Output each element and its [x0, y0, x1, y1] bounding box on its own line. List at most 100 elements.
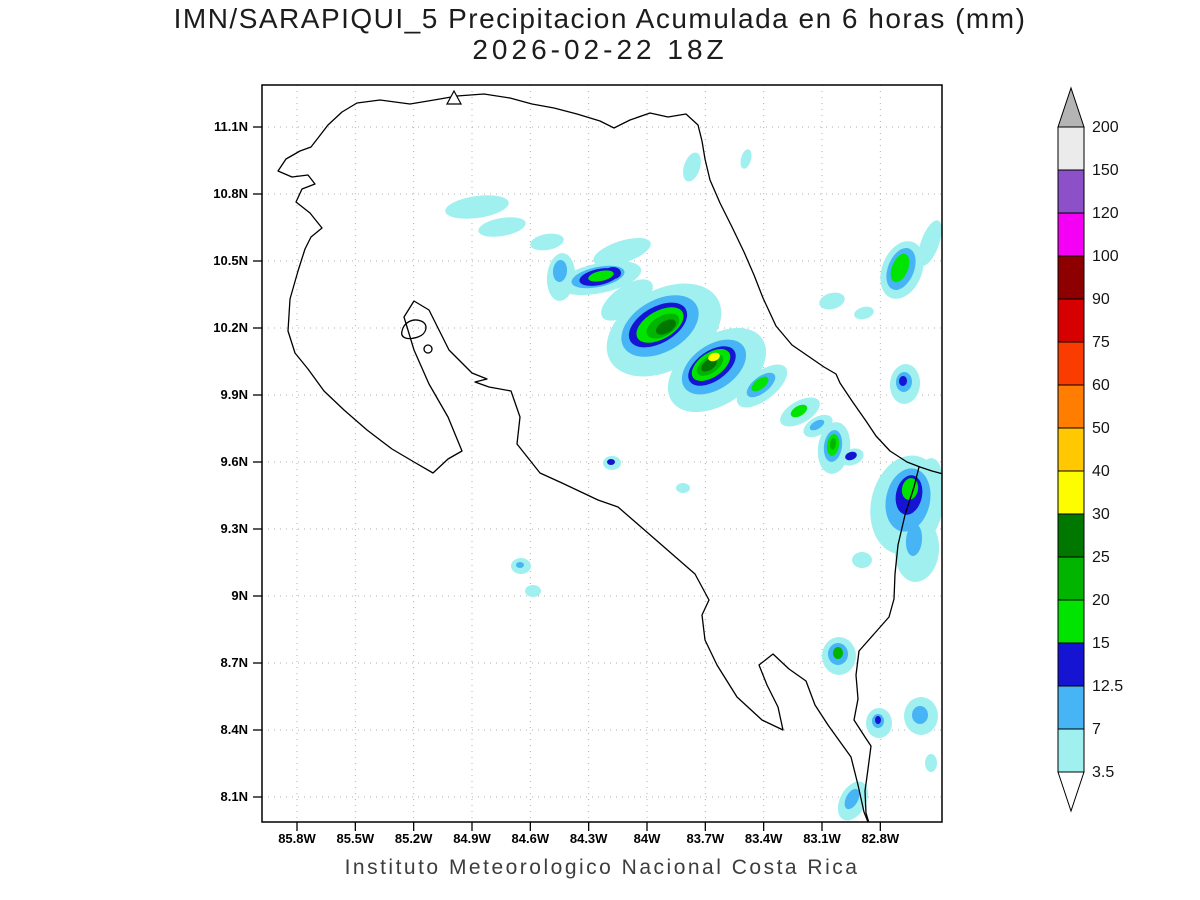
precip-cell — [588, 270, 614, 282]
x-tick-label: 85.5W — [336, 831, 375, 846]
colorbar-label: 200 — [1092, 119, 1119, 136]
plot-title: IMN/SARAPIQUI_5 Precipitacion Acumulada … — [173, 3, 1027, 34]
colorbar-label: 60 — [1092, 377, 1110, 394]
colorbar-segment — [1057, 513, 1085, 558]
map-plot — [253, 84, 943, 831]
panama-border — [853, 466, 920, 822]
precip-cell — [525, 585, 541, 597]
precip-cell — [683, 152, 701, 182]
colorbar-segment — [1057, 427, 1085, 472]
precip-cell — [905, 524, 923, 556]
colorbar-segment — [1057, 470, 1085, 515]
precip-cell — [751, 376, 769, 392]
precip-cell — [656, 319, 676, 335]
precip-cell — [516, 562, 524, 568]
precip-cell — [478, 217, 526, 237]
y-tick-label: 10.5N — [213, 253, 248, 268]
precip-cell — [854, 306, 874, 320]
colorbar-label: 12.5 — [1092, 678, 1123, 695]
y-tick-label: 10.8N — [213, 186, 248, 201]
triangle-marker — [445, 89, 463, 105]
precip-cell — [819, 292, 845, 310]
colorbar-label: 150 — [1092, 162, 1119, 179]
colorbar-segment — [1057, 341, 1085, 386]
colorbar-segment — [1057, 728, 1085, 773]
precip-cell — [601, 279, 653, 321]
y-tick-label: 10.2N — [213, 320, 248, 335]
colorbar-segment — [1057, 212, 1085, 257]
precip-cell — [607, 459, 615, 465]
x-tick-label: 84W — [633, 831, 661, 846]
precip-cell — [898, 376, 908, 386]
x-tick-label: 84.9W — [453, 831, 491, 846]
y-tick-label: 9.9N — [220, 387, 248, 402]
x-tick-label: 83.1W — [803, 831, 841, 846]
precip-cell — [918, 220, 942, 266]
precip-cell — [852, 552, 872, 568]
colorbar-arrow-above-max — [1057, 86, 1085, 128]
y-tick-label: 8.1N — [220, 789, 248, 804]
x-tick-label: 84.3W — [569, 831, 608, 846]
colorbar-segment — [1057, 642, 1085, 687]
colorbar-segment — [1057, 298, 1085, 343]
colorbar-label: 90 — [1092, 291, 1110, 308]
precip-cell — [833, 647, 843, 659]
precip-cell — [912, 706, 928, 724]
colorbar-label: 3.5 — [1092, 764, 1114, 781]
colorbar-arrow-below-min — [1057, 771, 1085, 813]
small-island-outline — [423, 344, 433, 354]
colorbar: 3.5 7 12.5 15 20 25 30 40 50 60 75 90 100 120 150 200 — [1057, 86, 1123, 813]
colorbar-segment — [1057, 169, 1085, 214]
colorbar-label: 20 — [1092, 592, 1110, 609]
precip-cell — [829, 438, 837, 450]
colorbar-label: 30 — [1092, 506, 1110, 523]
x-tick-label: 85.8W — [278, 831, 316, 846]
precip-cell — [809, 419, 825, 431]
y-tick-label: 9.6N — [220, 454, 248, 469]
colorbar-segment — [1057, 556, 1085, 601]
plot-subtitle-datetime: 2026-02-22 18Z — [472, 34, 728, 65]
precip-cell — [552, 260, 568, 282]
x-tick-label: 83.4W — [744, 831, 783, 846]
y-tick-label: 8.4N — [220, 722, 248, 737]
precip-cell — [845, 451, 857, 461]
precip-cell — [676, 483, 690, 493]
colorbar-segment — [1057, 599, 1085, 644]
colorbar-label: 40 — [1092, 463, 1110, 480]
precip-cell — [844, 788, 860, 810]
precip-cell — [875, 716, 881, 724]
y-tick-label: 9.3N — [220, 521, 248, 536]
footer-caption: Instituto Meteorologico Nacional Costa R… — [344, 856, 860, 879]
precip-cell — [901, 478, 919, 500]
precip-cell — [593, 238, 651, 266]
coastline-pacific — [277, 137, 869, 822]
colorbar-label: 100 — [1092, 248, 1119, 265]
x-tick-label: 82.8W — [861, 831, 900, 846]
precip-cells — [445, 149, 942, 821]
precip-cell — [708, 352, 720, 362]
colorbar-label: 25 — [1092, 549, 1110, 566]
precip-cell — [925, 754, 937, 772]
coastlines — [277, 89, 942, 822]
colorbar-label: 75 — [1092, 334, 1110, 351]
y-tick-label: 9N — [231, 588, 248, 603]
x-tick-label: 84.6W — [511, 831, 550, 846]
colorbar-segment — [1057, 685, 1085, 730]
colorbar-label: 50 — [1092, 420, 1110, 437]
precip-cell — [701, 358, 717, 372]
precip-cell — [790, 404, 808, 418]
colorbar-label: 7 — [1092, 721, 1101, 738]
y-tick-label: 8.7N — [220, 655, 248, 670]
precip-cell — [890, 253, 910, 283]
y-tick-label: 11.1N — [214, 119, 248, 134]
colorbar-segment — [1057, 126, 1085, 171]
island-outline — [401, 319, 427, 340]
colorbar-label: 120 — [1092, 205, 1119, 222]
precip-cell — [445, 195, 509, 219]
precip-cell — [740, 149, 752, 169]
x-tick-label: 83.7W — [686, 831, 725, 846]
plot-frame — [261, 84, 943, 823]
colorbar-label: 15 — [1092, 635, 1110, 652]
colorbar-segment — [1057, 384, 1085, 429]
